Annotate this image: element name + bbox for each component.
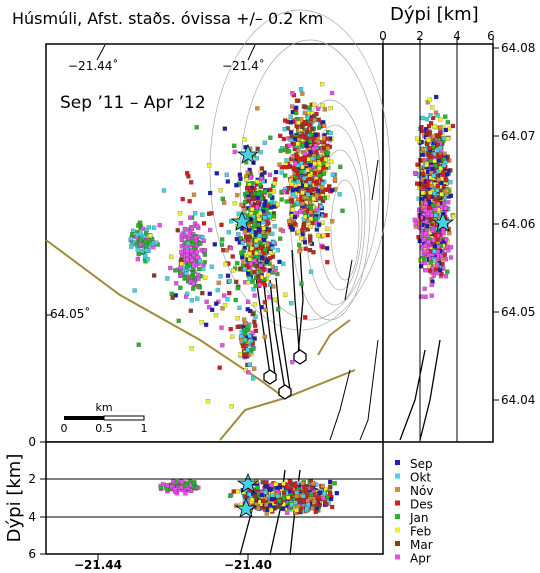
legend-label: Sep: [410, 457, 433, 471]
legend-label: Des: [410, 498, 433, 512]
legend-marker: [395, 473, 400, 479]
topographic-contours: [209, 9, 391, 331]
faults: [96, 44, 379, 441]
depth-bottom-ytick-4: 4: [28, 510, 36, 524]
depth-bottom-ytick-2: 2: [28, 472, 36, 486]
period-label: Sep ’11 – Apr ’12: [60, 93, 206, 113]
lat-tick-64-04: 64.04: [501, 393, 535, 407]
lat-tick-64-08: 64.08: [501, 41, 535, 55]
depth-bottom-xtick-2: −21.40: [224, 558, 272, 572]
scale-title: km: [95, 401, 112, 414]
legend-label: Jan: [409, 511, 429, 525]
legend-marker: [395, 487, 400, 492]
legend-marker: [395, 500, 400, 506]
map-title: Húsmúli, Afst. staðs. óvissa +/– 0.2 km: [12, 9, 323, 28]
depth-bottom-ytick-0: 0: [28, 435, 36, 449]
depth-bottom-ylabel: Dýpi [km]: [4, 454, 25, 543]
lat-tick-64-06: 64.06: [501, 217, 535, 231]
depth-bottom-xtick-1: −21.44: [74, 558, 122, 572]
legend-marker: [395, 527, 400, 533]
scale-tick-1: 1: [141, 422, 148, 435]
depth-right-tick-2: 2: [416, 29, 424, 43]
large-event-stars: [230, 143, 455, 518]
depth-right-tick-0: 0: [379, 29, 387, 43]
legend-marker: [395, 554, 400, 560]
legend-marker: [395, 541, 400, 546]
scale-bar: km 0 0.5 1: [61, 401, 148, 435]
legend-marker: [395, 514, 400, 519]
top-lon-label-2: −21.4˚: [222, 58, 265, 73]
scale-tick-0: 0: [61, 422, 68, 435]
depth-right-tick-6: 6: [487, 29, 495, 43]
earthquake-markers-depth-latitude: [412, 94, 456, 299]
earthquake-markers-depth-longitude: [158, 478, 339, 516]
lat-label: 64.05˚: [50, 306, 90, 321]
legend-marker: [395, 460, 400, 465]
lat-tick-64-05: 64.05: [501, 305, 535, 319]
earthquake-markers-map: [128, 81, 345, 409]
legend-label: Nóv: [410, 484, 433, 498]
lat-tick-64-07: 64.07: [501, 129, 535, 143]
depth-right-title: Dýpi [km]: [390, 4, 479, 25]
scale-tick-half: 0.5: [95, 422, 113, 435]
well-heads: [263, 349, 307, 400]
roads: [45, 239, 356, 441]
legend-label: Mar: [410, 538, 433, 552]
legend-label: Okt: [410, 471, 431, 485]
top-lon-label-1: −21.44˚: [68, 58, 118, 73]
legend-label: Feb: [410, 525, 431, 539]
legend-label: Apr: [410, 552, 431, 566]
depth-reference-lines: [46, 44, 458, 518]
depth-bottom-ytick-6: 6: [28, 547, 36, 561]
depth-right-tick-4: 4: [453, 29, 461, 43]
